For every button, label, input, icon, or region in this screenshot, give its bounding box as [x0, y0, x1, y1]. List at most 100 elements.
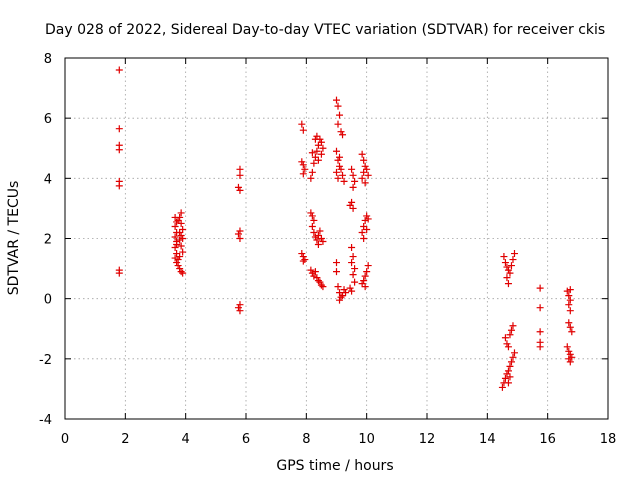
data-point [236, 235, 244, 242]
data-point [346, 201, 354, 209]
data-point [563, 287, 571, 295]
data-point [319, 144, 327, 152]
data-point [363, 165, 371, 173]
data-point [565, 301, 573, 309]
data-point [509, 322, 517, 330]
data-point [316, 227, 324, 235]
chart-title: Day 028 of 2022, Sidereal Day-to-day VTE… [45, 22, 605, 38]
data-point [115, 66, 123, 74]
data-point [307, 266, 315, 274]
x-tick-label: 10 [358, 432, 375, 447]
data-point [363, 225, 371, 233]
data-point [174, 256, 182, 264]
data-point [176, 265, 184, 273]
data-point [348, 259, 356, 267]
data-point [334, 283, 342, 291]
y-tick-label: -2 [39, 353, 52, 368]
x-tick-label: 6 [242, 432, 250, 447]
x-tick-label: 12 [419, 432, 436, 447]
data-point [509, 256, 517, 264]
data-point [364, 215, 372, 223]
data-point [351, 177, 359, 185]
data-point [507, 262, 515, 270]
axis-ticks: 0 2 4 6 8 10 12 14 16 18 -4 -2 0 2 4 6 8 [39, 52, 616, 447]
data-point [319, 238, 327, 246]
data-point [177, 219, 185, 227]
data-point [358, 150, 366, 158]
data-point [115, 125, 123, 133]
data-point [234, 183, 242, 191]
data-point [568, 353, 576, 361]
data-point [566, 350, 574, 358]
data-point [314, 156, 322, 164]
data-point [566, 307, 574, 315]
data-point [509, 353, 517, 361]
x-tick-label: 18 [600, 432, 617, 447]
data-point [177, 209, 185, 217]
data-point [179, 235, 187, 242]
data-point [115, 146, 123, 154]
data-point [360, 235, 368, 242]
data-point [301, 165, 309, 173]
data-point [308, 168, 316, 176]
data-point [236, 301, 244, 309]
data-point [340, 286, 348, 294]
data-point [351, 265, 359, 273]
data-point [313, 236, 321, 244]
data-point [234, 230, 242, 238]
data-point [317, 281, 325, 289]
data-point [349, 204, 357, 212]
data-point [360, 222, 368, 230]
data-point [506, 362, 514, 370]
data-point [506, 269, 514, 277]
data-point [334, 156, 342, 164]
data-point [307, 209, 315, 217]
data-point [308, 212, 316, 220]
data-point [234, 304, 242, 312]
data-point [498, 383, 506, 391]
x-tick-label: 16 [539, 432, 556, 447]
data-point [310, 228, 318, 236]
x-tick-label: 4 [182, 432, 190, 447]
data-point [346, 284, 354, 292]
data-point [361, 216, 369, 224]
data-point [360, 277, 368, 285]
data-point [565, 292, 573, 300]
data-point [171, 244, 179, 252]
data-point [351, 278, 359, 286]
data-point [115, 182, 123, 190]
data-point [173, 250, 181, 258]
data-point [360, 156, 368, 164]
data-point [501, 259, 509, 267]
data-point [333, 168, 340, 176]
data-point [173, 218, 181, 226]
data-point [310, 272, 318, 280]
y-tick-label: 4 [44, 172, 52, 187]
data-point [504, 266, 512, 274]
data-point [171, 233, 179, 241]
data-point [336, 162, 344, 170]
data-point [337, 128, 345, 136]
y-tick-label: -4 [39, 413, 52, 428]
x-tick-label: 8 [302, 432, 310, 447]
data-point [299, 126, 307, 134]
data-point [176, 253, 184, 261]
data-point [361, 283, 369, 291]
data-point [348, 165, 356, 173]
data-point [336, 296, 344, 304]
data-point [337, 165, 345, 173]
y-tick-label: 8 [44, 52, 52, 67]
data-point [566, 296, 574, 304]
data-point [349, 271, 357, 279]
data-point [363, 268, 371, 276]
data-point [310, 159, 318, 167]
data-point [340, 177, 348, 185]
data-point [310, 216, 318, 224]
data-point [339, 292, 347, 300]
data-point [314, 241, 322, 249]
data-point [171, 222, 179, 230]
data-point [236, 307, 244, 315]
data-point [177, 268, 185, 276]
data-point [360, 168, 368, 176]
data-point [510, 250, 518, 258]
